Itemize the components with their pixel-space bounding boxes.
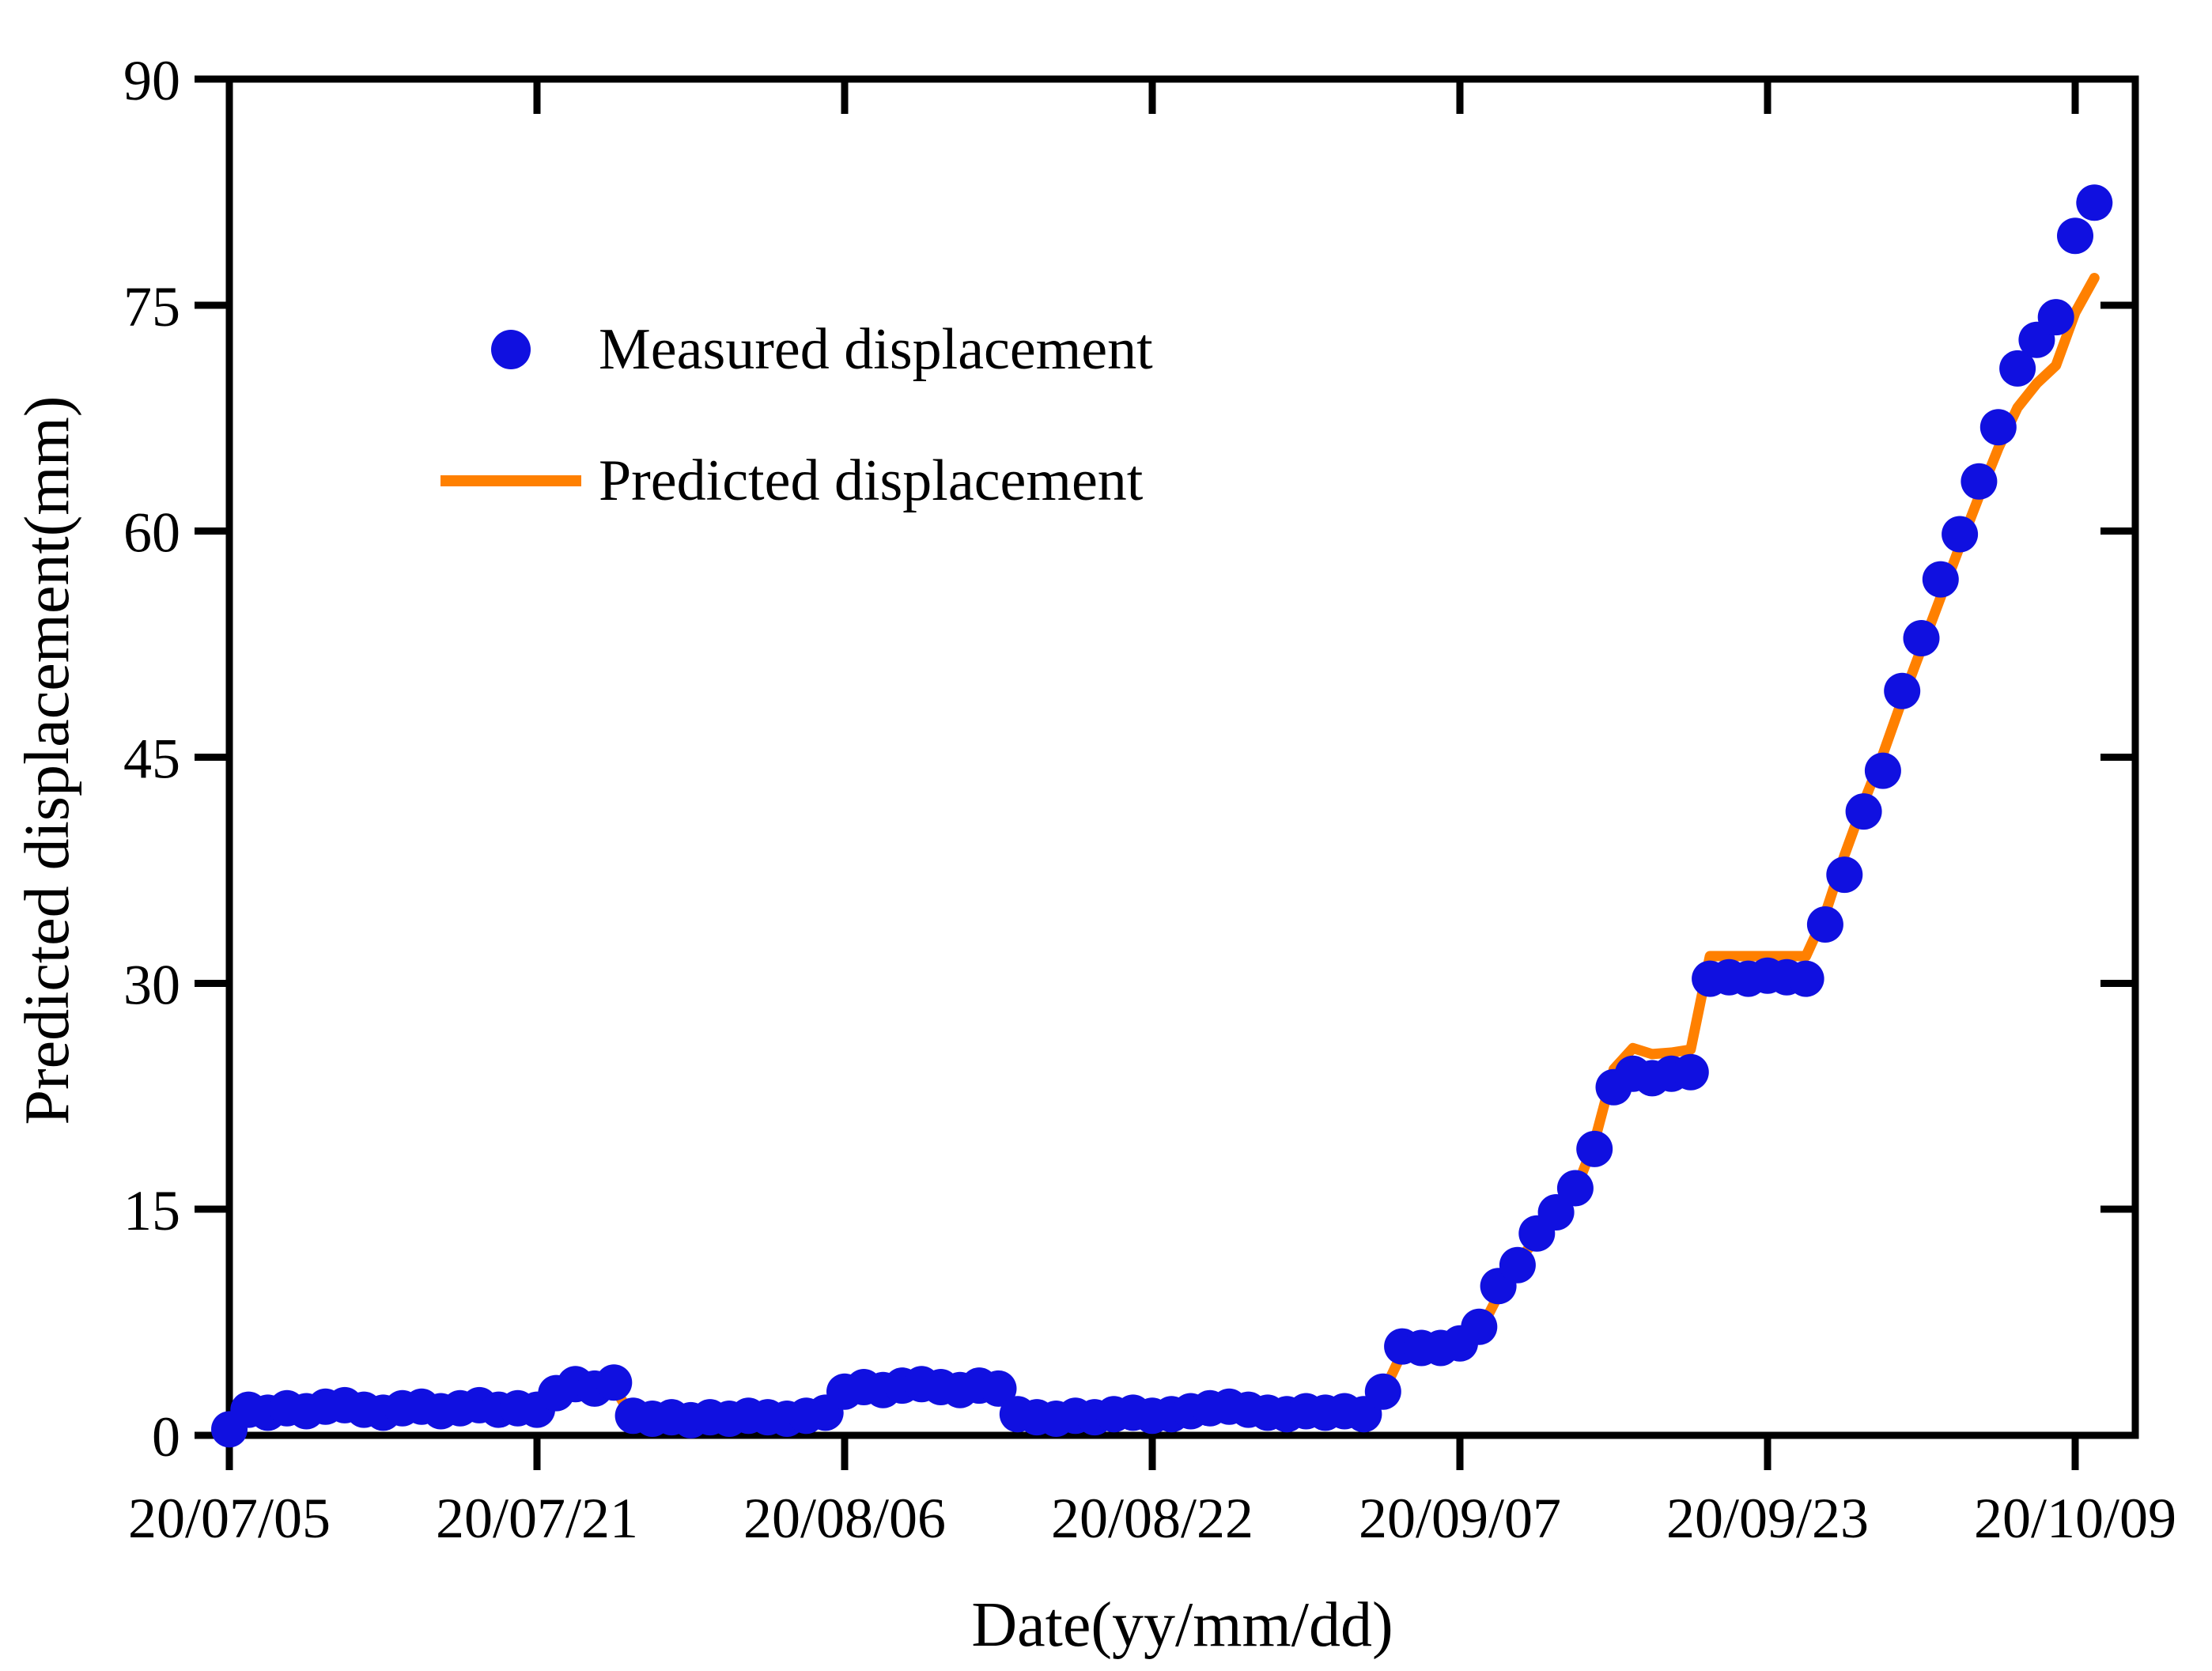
svg-text:30: 30 [123,953,180,1016]
svg-text:75: 75 [123,275,180,338]
svg-text:20/10/09: 20/10/09 [1974,1487,2176,1550]
legend-label-measured: Measured displacement [599,316,1153,382]
predicted-line-swatch [433,475,588,486]
y-axis-title: Predicted displacement(mm) [13,395,82,1125]
predicted-line-icon [440,475,581,486]
svg-text:20/09/23: 20/09/23 [1666,1487,1869,1550]
axes [195,75,2139,1470]
svg-text:90: 90 [123,49,180,112]
svg-text:20/07/05: 20/07/05 [128,1487,331,1550]
legend-entry-predicted: Predicted displacement [433,446,1153,516]
y-tick-labels: 0 15 30 45 60 75 90 [123,49,180,1469]
legend: Measured displacement Predicted displace… [433,315,1153,516]
measured-marker-swatch [433,330,588,369]
svg-text:0: 0 [152,1405,180,1469]
measured-dot-icon [490,330,531,369]
x-tick-labels: 20/07/05 20/07/21 20/08/06 20/08/22 20/09/07… [128,1487,2176,1550]
svg-text:45: 45 [123,728,180,791]
svg-text:20/07/21: 20/07/21 [436,1487,638,1550]
svg-text:15: 15 [123,1179,180,1242]
x-axis-title: Date(yy/mm/dd) [971,1590,1393,1660]
svg-text:20/09/07: 20/09/07 [1359,1487,1561,1550]
legend-label-predicted: Predicted displacement [599,448,1144,513]
svg-text:60: 60 [123,501,180,565]
measured-displacement-points [211,184,2113,1448]
svg-text:20/08/22: 20/08/22 [1051,1487,1253,1550]
svg-text:20/08/06: 20/08/06 [743,1487,946,1550]
legend-entry-measured: Measured displacement [433,315,1153,384]
